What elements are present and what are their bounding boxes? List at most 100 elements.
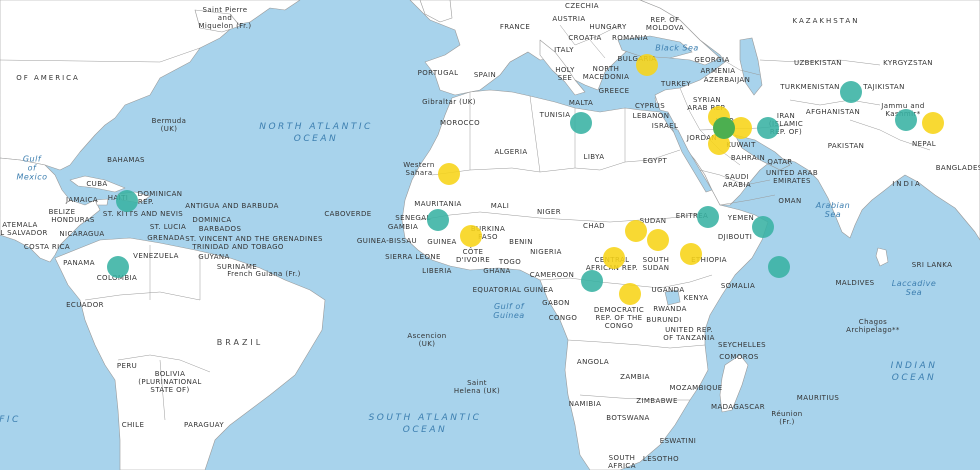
sri-lanka-landmass bbox=[876, 248, 888, 266]
label-gibraltar: Gibraltar (UK) bbox=[422, 98, 476, 106]
label-yemen: YEMEN bbox=[728, 214, 754, 222]
map-marker-teal[interactable] bbox=[581, 270, 603, 292]
label-chagos: Chagos Archipelago** bbox=[846, 318, 900, 334]
map-marker-teal[interactable] bbox=[895, 109, 917, 131]
label-uae: UNITED ARAB EMIRATES bbox=[766, 169, 818, 185]
label-western-sahara: Western Sahara bbox=[403, 161, 435, 177]
label-caboverde: CABOVERDE bbox=[324, 210, 371, 218]
label-south-sudan: SOUTH SUDAN bbox=[643, 256, 670, 272]
label-lebanon: LEBANON bbox=[633, 112, 670, 120]
label-greece: GREECE bbox=[599, 87, 630, 95]
map-marker-yellow[interactable] bbox=[680, 243, 702, 265]
map-marker-yellow[interactable] bbox=[438, 163, 460, 185]
label-nicaragua: NICARAGUA bbox=[59, 230, 104, 238]
label-burundi: BURUNDI bbox=[646, 316, 681, 324]
label-chile: CHILE bbox=[122, 421, 145, 429]
map-marker-teal[interactable] bbox=[570, 112, 592, 134]
label-el-salvador: L SALVADOR bbox=[0, 229, 48, 237]
label-mauritania: MAURITANIA bbox=[414, 200, 462, 208]
label-mali: MALI bbox=[491, 202, 509, 210]
label-portugal: PORTUGAL bbox=[418, 69, 459, 77]
label-saint-helena: Saint Helena (UK) bbox=[454, 379, 500, 395]
label-mauritius: MAURITIUS bbox=[797, 394, 839, 402]
label-rep: REP. bbox=[138, 198, 154, 206]
label-holy-see: HOLY SEE bbox=[555, 66, 575, 82]
map-marker-teal[interactable] bbox=[752, 216, 774, 238]
label-angola: ANGOLA bbox=[577, 358, 609, 366]
label-kuwait: KUWAIT bbox=[726, 141, 756, 149]
label-nepal: NEPAL bbox=[912, 140, 936, 148]
label-armenia: ARMENIA bbox=[700, 67, 735, 75]
map-marker-teal[interactable] bbox=[116, 190, 138, 212]
label-azerbaijan: AZERBAIJAN bbox=[704, 76, 751, 84]
label-turkey: TURKEY bbox=[661, 80, 691, 88]
map-marker-teal[interactable] bbox=[840, 81, 862, 103]
label-of-america: OF AMERICA bbox=[16, 74, 80, 82]
map-marker-yellow[interactable] bbox=[922, 112, 944, 134]
label-gulf-of-mexico: Gulf of Mexico bbox=[16, 155, 47, 182]
map-marker-yellow[interactable] bbox=[647, 229, 669, 251]
label-laccadive-sea: Laccadive Sea bbox=[892, 279, 937, 297]
label-egypt: EGYPT bbox=[643, 157, 667, 165]
label-dominican: DOMINICAN bbox=[138, 190, 183, 198]
map-marker-green[interactable] bbox=[713, 117, 735, 139]
map-marker-yellow[interactable] bbox=[625, 220, 647, 242]
label-grenada: GRENADA bbox=[147, 234, 185, 242]
label-austria: AUSTRIA bbox=[552, 15, 585, 23]
label-black-sea: Black Sea bbox=[655, 44, 699, 53]
label-south-africa: SOUTH AFRICA bbox=[608, 454, 636, 470]
label-senegal: SENEGAL bbox=[395, 214, 430, 222]
label-ascension: Ascencion (UK) bbox=[407, 332, 446, 348]
label-libya: LIBYA bbox=[584, 153, 605, 161]
label-bahamas: BAHAMAS bbox=[107, 156, 145, 164]
label-djibouti: DJIBOUTI bbox=[718, 233, 752, 241]
label-st-vincent: ST. VINCENT AND THE GRENADINES bbox=[185, 235, 323, 243]
label-guinea-bissau: GUINEA-BISSAU bbox=[357, 237, 417, 245]
label-brazil: BRAZIL bbox=[217, 339, 264, 347]
label-gulf-of-guinea: Gulf of Guinea bbox=[493, 302, 524, 320]
map-marker-teal[interactable] bbox=[107, 256, 129, 278]
label-tanzania: UNITED REP. OF TANZANIA bbox=[663, 326, 715, 342]
label-cuba: CUBA bbox=[86, 180, 107, 188]
label-nigeria: NIGERIA bbox=[530, 248, 562, 256]
map-marker-yellow[interactable] bbox=[603, 247, 625, 269]
map-marker-yellow[interactable] bbox=[636, 54, 658, 76]
label-sri-lanka: SRI LANKA bbox=[912, 261, 953, 269]
label-indian-ocean: INDIAN OCEAN bbox=[891, 360, 938, 384]
label-seychelles: SEYCHELLES bbox=[718, 341, 766, 349]
label-niger: NIGER bbox=[537, 208, 561, 216]
map-marker-teal[interactable] bbox=[768, 256, 790, 278]
map-marker-teal[interactable] bbox=[427, 209, 449, 231]
label-gambia: GAMBIA bbox=[388, 223, 418, 231]
label-french-guiana: French Guiana (Fr.) bbox=[227, 270, 301, 278]
label-gabon: GABON bbox=[542, 299, 570, 307]
label-india: INDIA bbox=[892, 180, 922, 188]
label-venezuela: VENEZUELA bbox=[133, 252, 179, 260]
label-jamaica: JAMAICA bbox=[66, 196, 98, 204]
label-drc: DEMOCRATIC REP. OF THE CONGO bbox=[594, 306, 644, 330]
map-marker-teal[interactable] bbox=[757, 117, 779, 139]
label-lesotho: LESOTHO bbox=[643, 455, 679, 463]
label-guyana: GUYANA bbox=[198, 253, 230, 261]
label-bangladesh: BANGLADESH bbox=[936, 164, 980, 172]
label-maldives: MALDIVES bbox=[835, 279, 874, 287]
label-france: FRANCE bbox=[500, 23, 530, 31]
label-cameroon: CAMEROON bbox=[530, 271, 574, 279]
label-trinidad: TRINIDAD AND TOBAGO bbox=[192, 243, 284, 251]
map-marker-teal[interactable] bbox=[697, 206, 719, 228]
label-arabian-sea: Arabian Sea bbox=[816, 201, 850, 219]
label-chad: CHAD bbox=[583, 222, 605, 230]
label-fic: FIC bbox=[0, 414, 21, 426]
label-ghana: GHANA bbox=[483, 267, 511, 275]
label-panama: PANAMA bbox=[63, 259, 95, 267]
label-romania: ROMANIA bbox=[612, 34, 648, 42]
label-saudi-arabia: SAUDI ARABIA bbox=[723, 173, 751, 189]
uk-landmass bbox=[420, 0, 452, 22]
label-turkmenistan: TURKMENISTAN bbox=[780, 83, 840, 91]
label-malta: MALTA bbox=[569, 99, 593, 107]
map-marker-yellow[interactable] bbox=[460, 225, 482, 247]
label-north-macedonia: NORTH MACEDONIA bbox=[583, 65, 630, 81]
label-costa-rica: COSTA RICA bbox=[24, 243, 70, 251]
map-marker-yellow[interactable] bbox=[619, 283, 641, 305]
